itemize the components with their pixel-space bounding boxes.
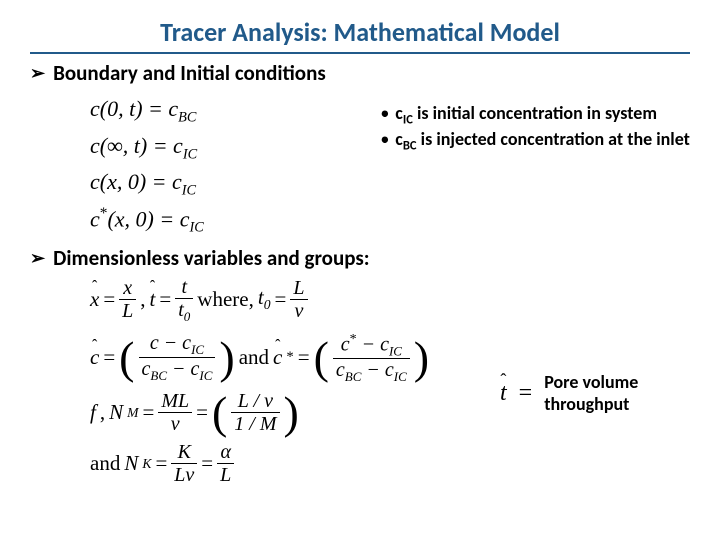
eq-bcinf-sub: IC bbox=[183, 146, 197, 162]
desc-bc-text: cBC is injected concentration at the inl… bbox=[395, 128, 690, 154]
eq-bc0-sub: BC bbox=[178, 109, 196, 125]
desc-bc-rest: is injected concentration at the inlet bbox=[417, 128, 690, 150]
eq-icstar-sub: IC bbox=[190, 219, 204, 235]
nk2-num: α bbox=[217, 442, 234, 462]
that-symbol-note: ˆt bbox=[500, 380, 507, 407]
eq-sign: = bbox=[519, 380, 533, 407]
pore-volume-text: Pore volume throughput bbox=[544, 372, 638, 415]
xhat-den: L bbox=[119, 301, 136, 321]
and-text: and bbox=[239, 345, 269, 370]
desc-bc-sub: BC bbox=[403, 139, 417, 154]
that-frac: t t0 bbox=[175, 277, 193, 323]
pore-line2: throughput bbox=[544, 393, 629, 415]
nm-frac2: L / v 1 / M bbox=[231, 391, 279, 434]
nk-den: Lv bbox=[171, 465, 197, 485]
bullet-dot-icon: • bbox=[380, 128, 389, 154]
eq-ic-sub: IC bbox=[182, 182, 196, 198]
boundary-equations: c(0, t) = cBC c(∞, t) = cIC c(x, 0) = cI… bbox=[30, 92, 380, 239]
desc-ic-c: c bbox=[395, 102, 403, 124]
xhat-num: x bbox=[120, 278, 135, 298]
equation-bcinf: c(∞, t) = cIC bbox=[90, 129, 380, 166]
chatstar-den: cBC − cIC bbox=[333, 360, 410, 383]
nm2-num: L / v bbox=[235, 391, 276, 411]
eq-bcinf-main: c(∞, t) = c bbox=[90, 133, 183, 158]
section-boundary-label: Boundary and Initial conditions bbox=[53, 60, 326, 86]
chat-num: c − cIC bbox=[147, 333, 207, 356]
that-den: t0 bbox=[175, 300, 193, 323]
bullet-triangle-icon: ➢ bbox=[30, 249, 45, 267]
eq-icstar-c: c bbox=[90, 206, 100, 231]
comma: , bbox=[140, 287, 145, 312]
nk-num: K bbox=[175, 442, 194, 462]
chat-symbol: ˆc bbox=[90, 345, 99, 370]
nm-num: ML bbox=[158, 391, 192, 411]
nk-frac1: K Lv bbox=[171, 442, 197, 485]
eq-ic-main: c(x, 0) = c bbox=[90, 169, 182, 194]
chatstar-symbol: ˆc bbox=[273, 345, 282, 370]
desc-ic-text: cIC is initial concentration in system bbox=[395, 102, 657, 128]
bullet-dot-icon: • bbox=[380, 102, 389, 128]
t0-den: v bbox=[291, 301, 306, 321]
slide-title: Tracer Analysis: Mathematical Model bbox=[30, 10, 690, 54]
pore-line1: Pore volume bbox=[544, 371, 638, 393]
desc-ic-sub: IC bbox=[403, 113, 413, 128]
nk2-den: L bbox=[217, 465, 234, 485]
desc-ic-rest: is initial concentration in system bbox=[413, 102, 657, 124]
eq-icstar-rest: (x, 0) = c bbox=[107, 206, 189, 231]
that-symbol: ˆt bbox=[150, 287, 156, 312]
t0-frac: L v bbox=[290, 278, 307, 321]
desc-item-ic: • cIC is initial concentration in system bbox=[380, 102, 690, 128]
where-text: where, bbox=[197, 287, 254, 312]
bullet-triangle-icon: ➢ bbox=[30, 64, 45, 82]
xhat-frac: x L bbox=[119, 278, 136, 321]
desc-bc-c: c bbox=[395, 128, 403, 150]
section-dimless-heading: ➢ Dimensionless variables and groups: bbox=[30, 245, 690, 271]
xhat-symbol: ˆx bbox=[90, 287, 99, 312]
that-num: t bbox=[178, 277, 190, 297]
section-dimless-label: Dimensionless variables and groups: bbox=[53, 245, 369, 271]
chat-den: cBC − cIC bbox=[139, 359, 216, 382]
desc-item-bc: • cBC is injected concentration at the i… bbox=[380, 128, 690, 154]
chatstar-num: c* − cIC bbox=[338, 333, 405, 358]
chatstar-frac: c* − cIC cBC − cIC bbox=[333, 333, 410, 384]
and-text2: and bbox=[90, 451, 120, 476]
dimless-line1: ˆx = x L , ˆt = t t0 where, t0 = L v bbox=[90, 277, 690, 323]
nk-symbol: N bbox=[124, 451, 138, 476]
section-boundary-heading: ➢ Boundary and Initial conditions bbox=[30, 60, 690, 86]
dimless-line4: and NK = K Lv = α L bbox=[90, 442, 690, 485]
nm-symbol: N bbox=[109, 400, 123, 425]
chat-frac: c − cIC cBC − cIC bbox=[139, 333, 216, 382]
eq-bc0-main: c(0, t) = c bbox=[90, 96, 178, 121]
nm2-den: 1 / M bbox=[231, 414, 279, 434]
equation-bc0: c(0, t) = cBC bbox=[90, 92, 380, 129]
slide: Tracer Analysis: Mathematical Model ➢ Bo… bbox=[0, 0, 720, 540]
nm-frac1: ML v bbox=[158, 391, 192, 434]
f-symbol: f bbox=[90, 400, 96, 425]
boundary-descriptions: • cIC is initial concentration in system… bbox=[380, 92, 690, 155]
boundary-content-row: c(0, t) = cBC c(∞, t) = cIC c(x, 0) = cI… bbox=[30, 92, 690, 239]
pore-volume-note: ˆt = Pore volume throughput bbox=[500, 372, 638, 415]
t0-symbol: t0 bbox=[258, 285, 271, 313]
nm-den: v bbox=[168, 414, 183, 434]
t0-num: L bbox=[290, 278, 307, 298]
equation-ic: c(x, 0) = cIC bbox=[90, 165, 380, 202]
nk-frac2: α L bbox=[217, 442, 234, 485]
equation-icstar: c*(x, 0) = cIC bbox=[90, 202, 380, 239]
